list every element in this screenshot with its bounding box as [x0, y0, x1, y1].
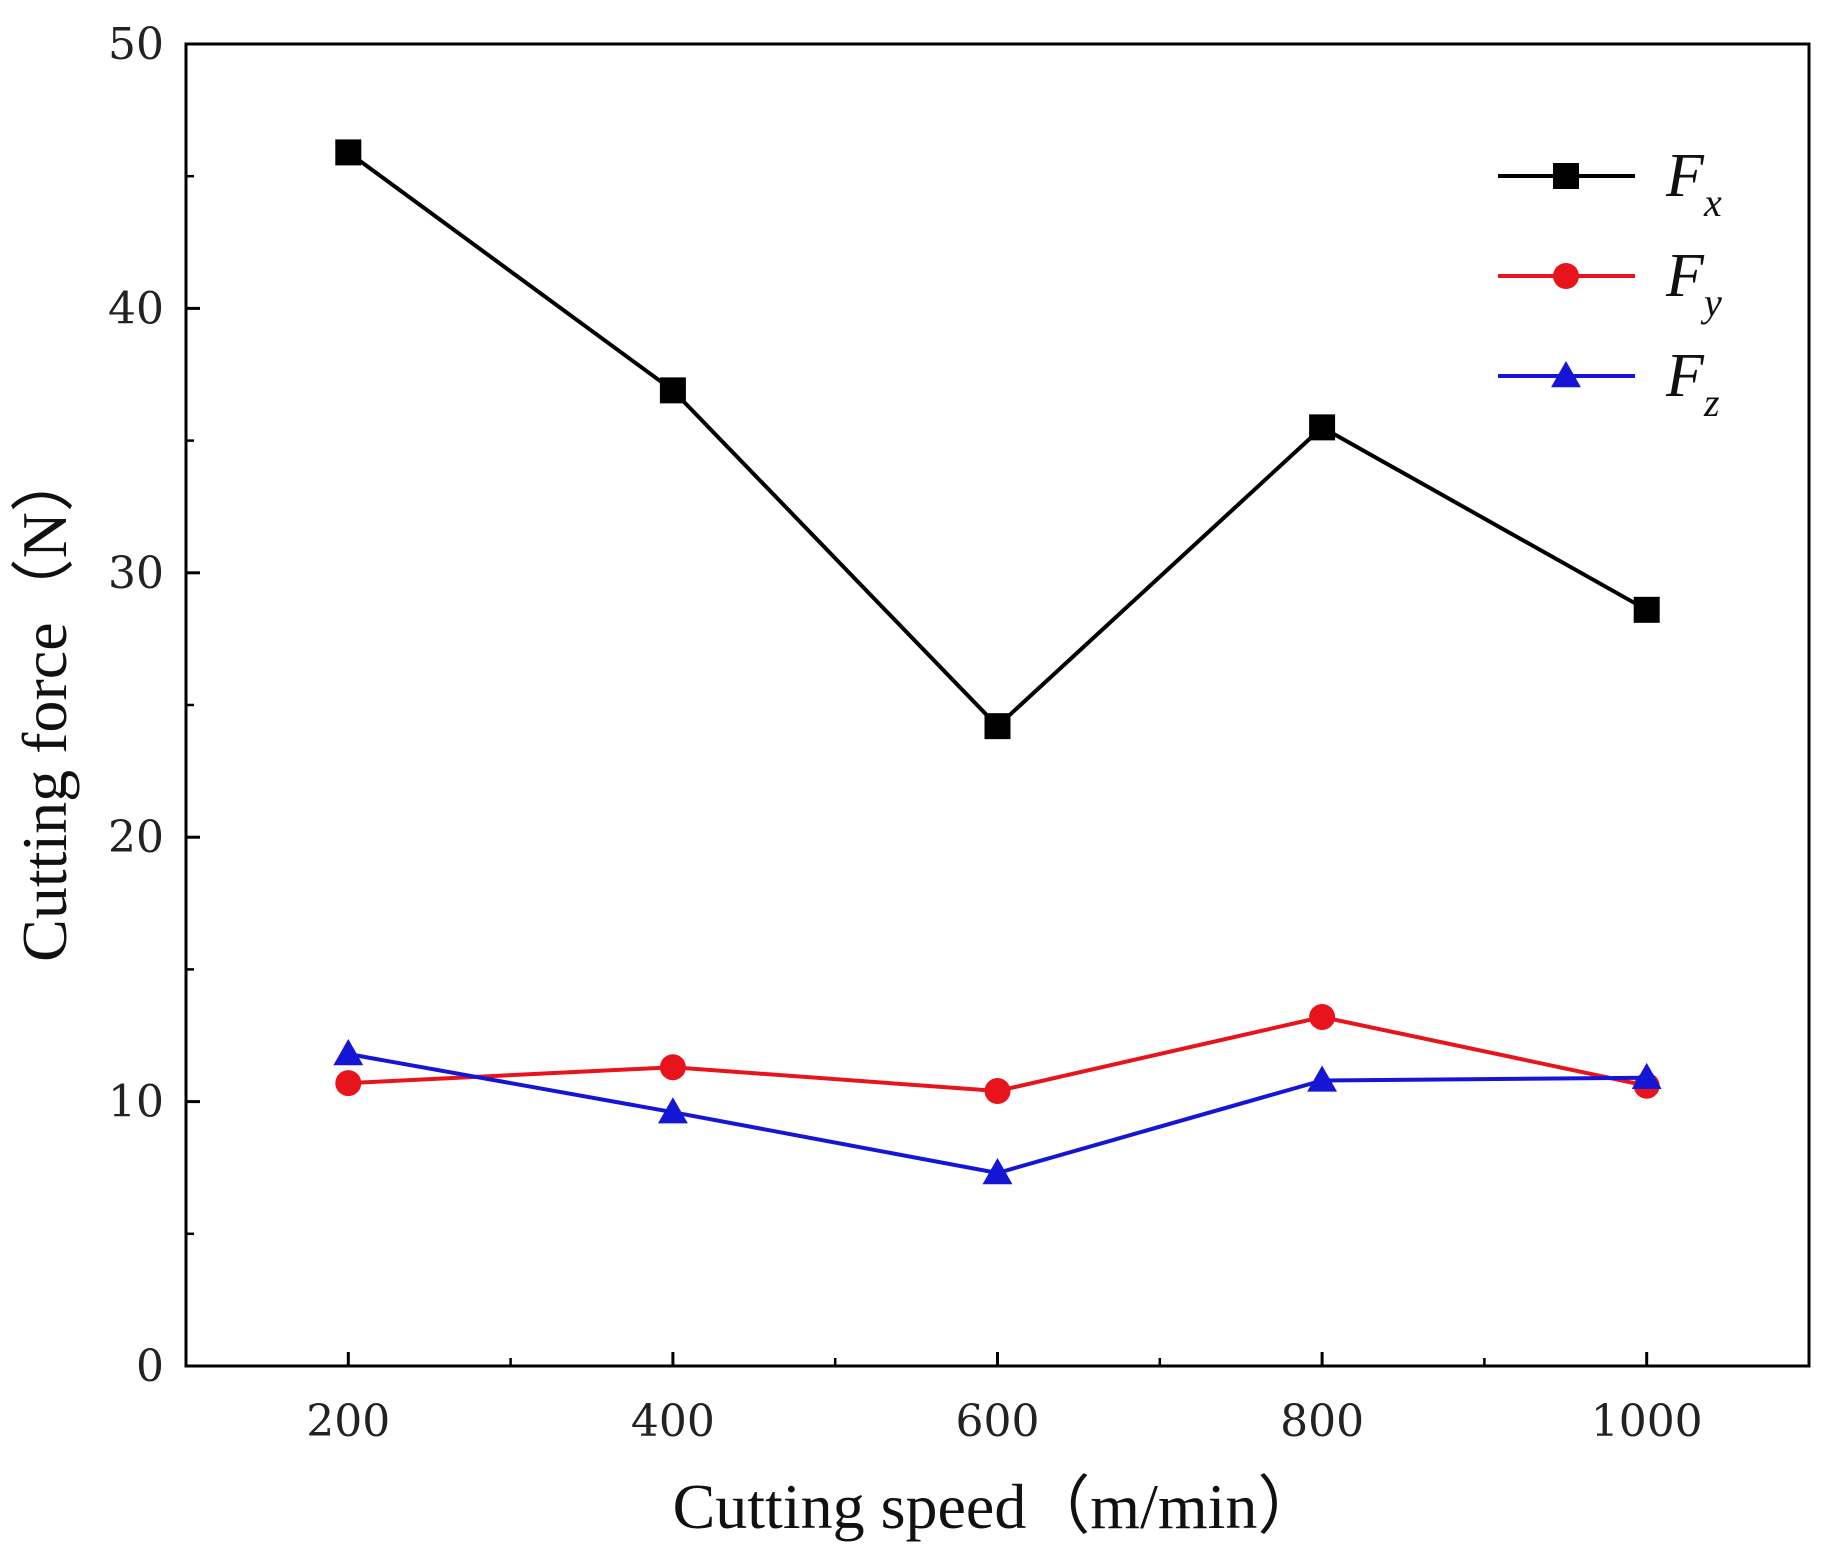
legend-label-fz: F	[1665, 342, 1705, 410]
data-point-fy	[335, 1070, 362, 1097]
x-tick-label: 400	[631, 1396, 715, 1447]
data-point-fx	[1309, 414, 1336, 441]
data-point-fz	[333, 1039, 364, 1066]
data-point-fz	[1631, 1062, 1662, 1090]
legend-marker-fy	[1553, 263, 1579, 289]
y-tick-label: 10	[108, 1077, 164, 1128]
legend-marker-fz	[1551, 361, 1581, 388]
x-axis-ticks: 200 400 600 800 1000	[306, 1352, 1703, 1447]
y-tick-label: 50	[108, 19, 164, 70]
y-axis-ticks: 0 10 20 30 40 50	[108, 19, 200, 1392]
x-tick-label: 600	[956, 1396, 1040, 1447]
legend-label-fy: F	[1665, 242, 1705, 310]
x-tick-label: 200	[306, 1396, 390, 1447]
y-axis-title: Cutting force（N）	[9, 448, 80, 962]
data-point-fz	[657, 1097, 688, 1124]
legend-marker-fx	[1553, 163, 1579, 189]
data-point-fy	[984, 1078, 1011, 1105]
data-point-fx	[984, 713, 1011, 740]
series-layer	[333, 139, 1662, 1185]
legend-subscript-fy: y	[1700, 280, 1722, 325]
y-tick-label: 20	[108, 812, 164, 863]
data-point-fx	[335, 139, 362, 166]
data-point-fy	[659, 1054, 686, 1081]
x-tick-label: 1000	[1591, 1396, 1703, 1447]
data-point-fy	[1309, 1003, 1336, 1030]
data-point-fx	[1633, 596, 1660, 623]
legend-subscript-fx: x	[1703, 180, 1722, 225]
y-tick-label: 0	[136, 1341, 164, 1392]
data-point-fx	[659, 377, 686, 404]
legend-subscript-fz: z	[1703, 380, 1720, 425]
x-axis-title: Cutting speed（m/min）	[673, 1471, 1322, 1542]
x-tick-label: 800	[1280, 1396, 1364, 1447]
series-line-fx	[347, 150, 1648, 729]
y-tick-label: 30	[108, 548, 164, 599]
legend-label-fx: F	[1665, 142, 1705, 210]
y-tick-label: 40	[108, 283, 164, 334]
data-point-fz	[1307, 1065, 1338, 1092]
data-point-fz	[982, 1158, 1013, 1185]
